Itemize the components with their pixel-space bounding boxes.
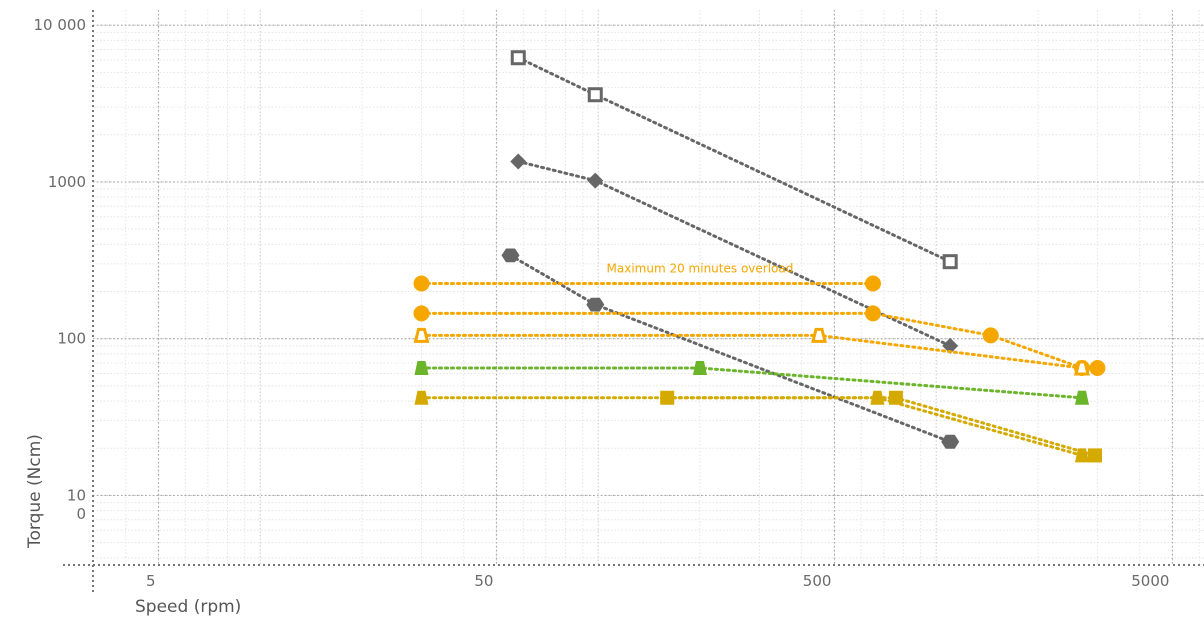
data-point-open-square xyxy=(510,50,526,66)
overload-annotation: Maximum 20 minutes overload xyxy=(607,262,794,276)
data-point-diamond xyxy=(942,337,959,354)
y-axis-title: Torque (Ncm) xyxy=(25,434,45,549)
data-point-triangle xyxy=(692,361,707,376)
series-line xyxy=(420,366,1084,400)
data-point-hexagon xyxy=(501,248,520,263)
axes xyxy=(63,10,1204,595)
data-point-hexagon xyxy=(586,297,605,312)
data-point-circle xyxy=(1089,360,1106,377)
x-tick-label: 5000 xyxy=(1131,572,1169,590)
data-point-circle xyxy=(413,275,430,292)
data-point-square xyxy=(660,390,675,405)
data-point-diamond xyxy=(510,153,527,170)
data-point-triangle xyxy=(414,361,429,376)
data-series xyxy=(413,50,1106,463)
series-line xyxy=(665,396,1097,457)
x-tick-label: 50 xyxy=(474,572,493,590)
y-tick-label: 10 xyxy=(67,486,86,504)
y-tick-label: 0 xyxy=(76,505,86,523)
data-point-triangle xyxy=(414,390,429,405)
data-point-circle xyxy=(864,305,881,322)
tick-labels: 5 50 500 5000 10 000 1000 100 100 xyxy=(34,16,1170,590)
y-tick-label: 1000 xyxy=(48,173,86,191)
data-point-circle xyxy=(982,327,999,344)
series-hexagon xyxy=(501,248,960,449)
data-point-triangle xyxy=(1074,390,1089,405)
data-point-open-triangle xyxy=(1074,360,1090,376)
data-point-square xyxy=(1087,448,1102,463)
series-square xyxy=(660,390,1102,463)
major-gridlines xyxy=(93,10,1204,565)
data-point-diamond xyxy=(587,172,604,189)
series-circle xyxy=(413,275,881,292)
data-point-circle xyxy=(864,275,881,292)
series-diamond xyxy=(510,153,959,354)
minor-gridlines xyxy=(93,10,1204,565)
data-point-open-triangle xyxy=(413,327,430,343)
data-point-hexagon xyxy=(941,434,960,449)
y-tick-label: 10 000 xyxy=(34,16,87,34)
series-open-square xyxy=(510,50,958,270)
data-point-open-square xyxy=(942,254,958,270)
series-triangle xyxy=(414,361,1089,405)
series-open-triangle xyxy=(413,327,1090,376)
x-axis-title: Speed (rpm) xyxy=(135,597,241,617)
series-line xyxy=(420,396,1084,457)
data-point-circle xyxy=(413,305,430,322)
y-tick-label: 100 xyxy=(57,330,86,348)
x-tick-label: 5 xyxy=(146,572,156,590)
data-point-square xyxy=(888,390,903,405)
data-point-open-triangle xyxy=(811,327,827,343)
data-point-open-square xyxy=(587,87,603,103)
x-tick-label: 500 xyxy=(803,572,832,590)
